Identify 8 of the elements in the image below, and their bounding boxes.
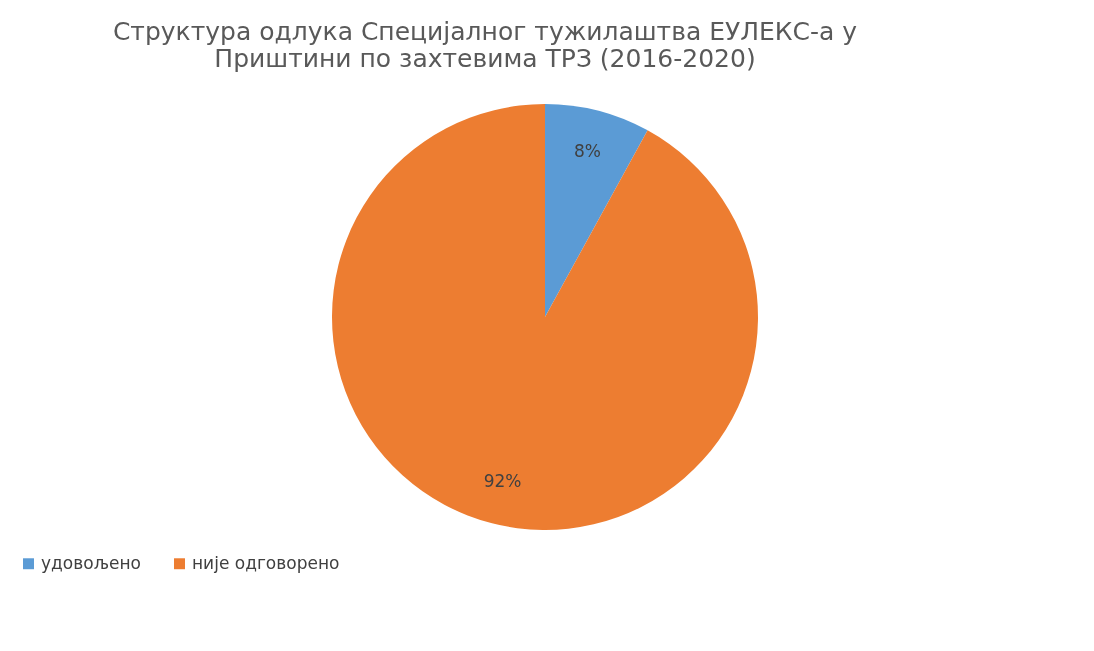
data-label: 8% (573, 140, 601, 161)
text: Структура одлука Специјалног тужилаштва ЕУЛЕКС-а у (112, 17, 858, 46)
text: Приштини по захтевима ТРЗ (2016-2020) (214, 44, 756, 73)
data-label: 92% (483, 471, 522, 492)
pie-slice (545, 104, 648, 317)
legend-label: удовољено (41, 552, 141, 573)
pie-slice (332, 104, 758, 530)
legend-label: није одговорено (192, 552, 340, 573)
